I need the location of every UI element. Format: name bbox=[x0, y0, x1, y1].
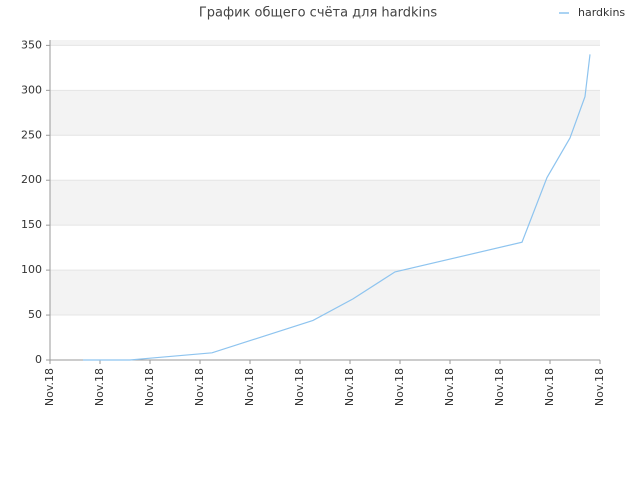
x-tick-label: Nov.18 bbox=[443, 368, 456, 406]
y-tick-label: 300 bbox=[21, 83, 42, 96]
y-tick-label: 250 bbox=[21, 128, 42, 141]
series-line bbox=[83, 54, 591, 361]
x-tick-label: Nov.18 bbox=[293, 368, 306, 406]
chart-title: График общего счёта для hardkins bbox=[199, 6, 438, 21]
x-tick-label: Nov.18 bbox=[493, 368, 506, 406]
y-tick-label: 0 bbox=[35, 353, 42, 366]
x-tick-label: Nov.18 bbox=[343, 368, 356, 406]
x-tick-label: Nov.18 bbox=[93, 368, 106, 406]
grid-band bbox=[50, 90, 600, 136]
x-tick-label: Nov.18 bbox=[193, 368, 206, 406]
x-tick-label: Nov.18 bbox=[543, 368, 556, 406]
x-tick-label: Nov.18 bbox=[393, 368, 406, 406]
y-tick-label: 100 bbox=[21, 263, 42, 276]
x-tick-label: Nov.18 bbox=[43, 368, 56, 406]
x-tick-label: Nov.18 bbox=[243, 368, 256, 406]
grid-band bbox=[50, 180, 600, 226]
y-tick-label: 50 bbox=[28, 308, 42, 321]
grid-band bbox=[50, 270, 600, 316]
y-tick-label: 200 bbox=[21, 173, 42, 186]
x-tick-label: Nov.18 bbox=[593, 368, 606, 406]
legend-label: hardkins bbox=[578, 6, 625, 19]
y-tick-label: 350 bbox=[21, 38, 42, 51]
grid-band bbox=[50, 40, 600, 46]
x-tick-label: Nov.18 bbox=[143, 368, 156, 406]
y-tick-label: 150 bbox=[21, 218, 42, 231]
